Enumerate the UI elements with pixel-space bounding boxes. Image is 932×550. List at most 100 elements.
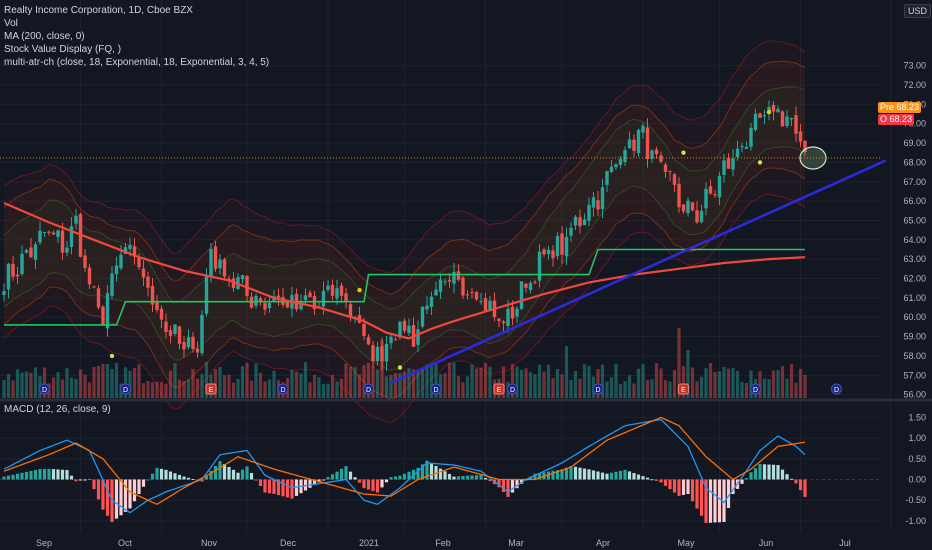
- volume-bar: [128, 370, 132, 398]
- event-marker-label: D: [753, 387, 758, 394]
- macd-tick-label: 1.50: [908, 412, 926, 422]
- earnings-marker[interactable]: [205, 383, 217, 395]
- pre-value: 68.23: [896, 102, 920, 112]
- macd-histogram-bar: [267, 479, 272, 494]
- signal-dot: [397, 365, 403, 370]
- macd-histogram-bar: [101, 479, 105, 510]
- legend-stock-value[interactable]: Stock Value Display (FQ, ): [4, 44, 122, 55]
- macd-histogram-bar: [254, 479, 258, 481]
- macd-histogram-bar: [515, 479, 519, 489]
- earnings-marker[interactable]: [493, 383, 505, 395]
- dividend-marker[interactable]: [750, 383, 761, 395]
- macd-histogram-bar: [47, 468, 51, 480]
- macd-histogram-bar: [798, 479, 803, 491]
- macd-histogram-bar: [56, 469, 60, 480]
- volume-bar: [218, 366, 222, 398]
- volume-bar: [389, 375, 393, 398]
- candle-body: [506, 308, 510, 326]
- dividend-marker[interactable]: [120, 383, 131, 395]
- candle-body: [735, 148, 740, 158]
- dividend-marker[interactable]: [507, 383, 518, 395]
- legend-atr-channel[interactable]: multi-atr-ch (close, 18, Exponential, 18…: [4, 57, 270, 68]
- legend-macd[interactable]: MACD (12, 26, close, 9): [4, 404, 111, 415]
- macd-histogram-bar: [159, 468, 164, 480]
- event-marker-label: E: [209, 387, 214, 394]
- event-marker-label: D: [595, 387, 600, 394]
- candle-body: [623, 150, 627, 162]
- volume-bar: [659, 368, 663, 398]
- macd-histogram-bar: [65, 470, 69, 480]
- candle-body: [560, 233, 564, 255]
- candle-body: [119, 254, 123, 269]
- candle-body: [726, 158, 731, 169]
- earnings-marker[interactable]: [678, 383, 689, 395]
- macd-histogram-bar: [276, 479, 281, 496]
- macd-histogram-bar: [537, 472, 542, 480]
- macd-histogram-bar: [218, 461, 222, 480]
- candle-body: [776, 108, 780, 113]
- overlays: [0, 109, 887, 385]
- macd-histogram-bar: [420, 464, 425, 480]
- macd-histogram-bar: [668, 479, 672, 490]
- candle-body: [650, 150, 654, 159]
- candle-body: [645, 127, 650, 160]
- macd-histogram-bar: [96, 479, 101, 500]
- volume-bar: [101, 363, 105, 398]
- price-tick-label: 67.00: [903, 177, 926, 187]
- candle-body: [200, 314, 204, 354]
- price-tick-label: 66.00: [903, 196, 926, 206]
- legend-ma200[interactable]: MA (200, close, 0): [4, 31, 85, 42]
- candle-body: [168, 330, 173, 336]
- dividend-marker[interactable]: [592, 383, 604, 395]
- macd-histogram-bar: [348, 471, 353, 480]
- macd-histogram-bar: [501, 479, 506, 493]
- candle-body: [744, 146, 749, 149]
- candle-body: [362, 323, 366, 337]
- dividend-marker[interactable]: [39, 383, 50, 395]
- dividend-marker[interactable]: [430, 383, 442, 395]
- candle-body: [375, 346, 380, 362]
- macd-histogram-bar: [42, 468, 47, 480]
- macd-histogram-bar: [582, 468, 587, 480]
- candle-body: [569, 227, 573, 236]
- volume-bar: [353, 367, 357, 398]
- time-axis[interactable]: Sep Oct Nov Dec 2021 Feb Mar Apr May Jun Jul: [36, 538, 851, 548]
- volume-bar: [74, 378, 78, 398]
- macd-histogram-bar: [533, 473, 537, 480]
- dividend-marker[interactable]: [363, 383, 374, 395]
- currency-badge[interactable]: USD: [904, 4, 932, 18]
- dividend-marker[interactable]: [277, 383, 289, 395]
- volume-bar: [56, 372, 60, 398]
- candle-body: [321, 290, 326, 307]
- macd-histogram-bar: [393, 476, 398, 480]
- candle-body: [722, 160, 726, 175]
- macd-histogram-bar: [209, 470, 213, 480]
- candle-body: [339, 285, 344, 296]
- pre-market-price-tag: Pre 68.23: [878, 102, 922, 113]
- dividend-marker[interactable]: [831, 383, 842, 395]
- candle-body: [240, 275, 245, 280]
- pre-label: Pre: [880, 102, 895, 112]
- macd-histogram-bar: [290, 479, 294, 499]
- candle-body: [42, 232, 47, 234]
- candle-body: [425, 305, 429, 310]
- volume-bar: [357, 374, 362, 398]
- candle-body: [254, 296, 258, 306]
- volume-bar: [249, 380, 254, 398]
- volume-bar: [596, 368, 600, 398]
- volume-bar: [416, 370, 420, 398]
- macd-histogram-bar: [11, 474, 15, 480]
- price-tick-label: 64.00: [903, 235, 926, 245]
- candle-body: [519, 281, 524, 309]
- legend-title[interactable]: Realty Income Corporation, 1D, Cboe BZX: [4, 5, 193, 16]
- candle-body: [137, 257, 141, 268]
- legend-volume[interactable]: Vol: [4, 18, 18, 29]
- trend-line[interactable]: [390, 159, 887, 385]
- macd-histogram-bar: [200, 479, 204, 482]
- macd-axis[interactable]: 1.50 1.00 0.50 0.00 -0.50 -1.00: [905, 412, 926, 526]
- candle-body: [2, 291, 6, 295]
- volume-bar: [258, 372, 263, 398]
- price-axis[interactable]: 56.00 57.00 58.00 59.00 60.00 61.00 62.00 63.00…: [903, 61, 926, 400]
- volume-bar: [735, 370, 740, 398]
